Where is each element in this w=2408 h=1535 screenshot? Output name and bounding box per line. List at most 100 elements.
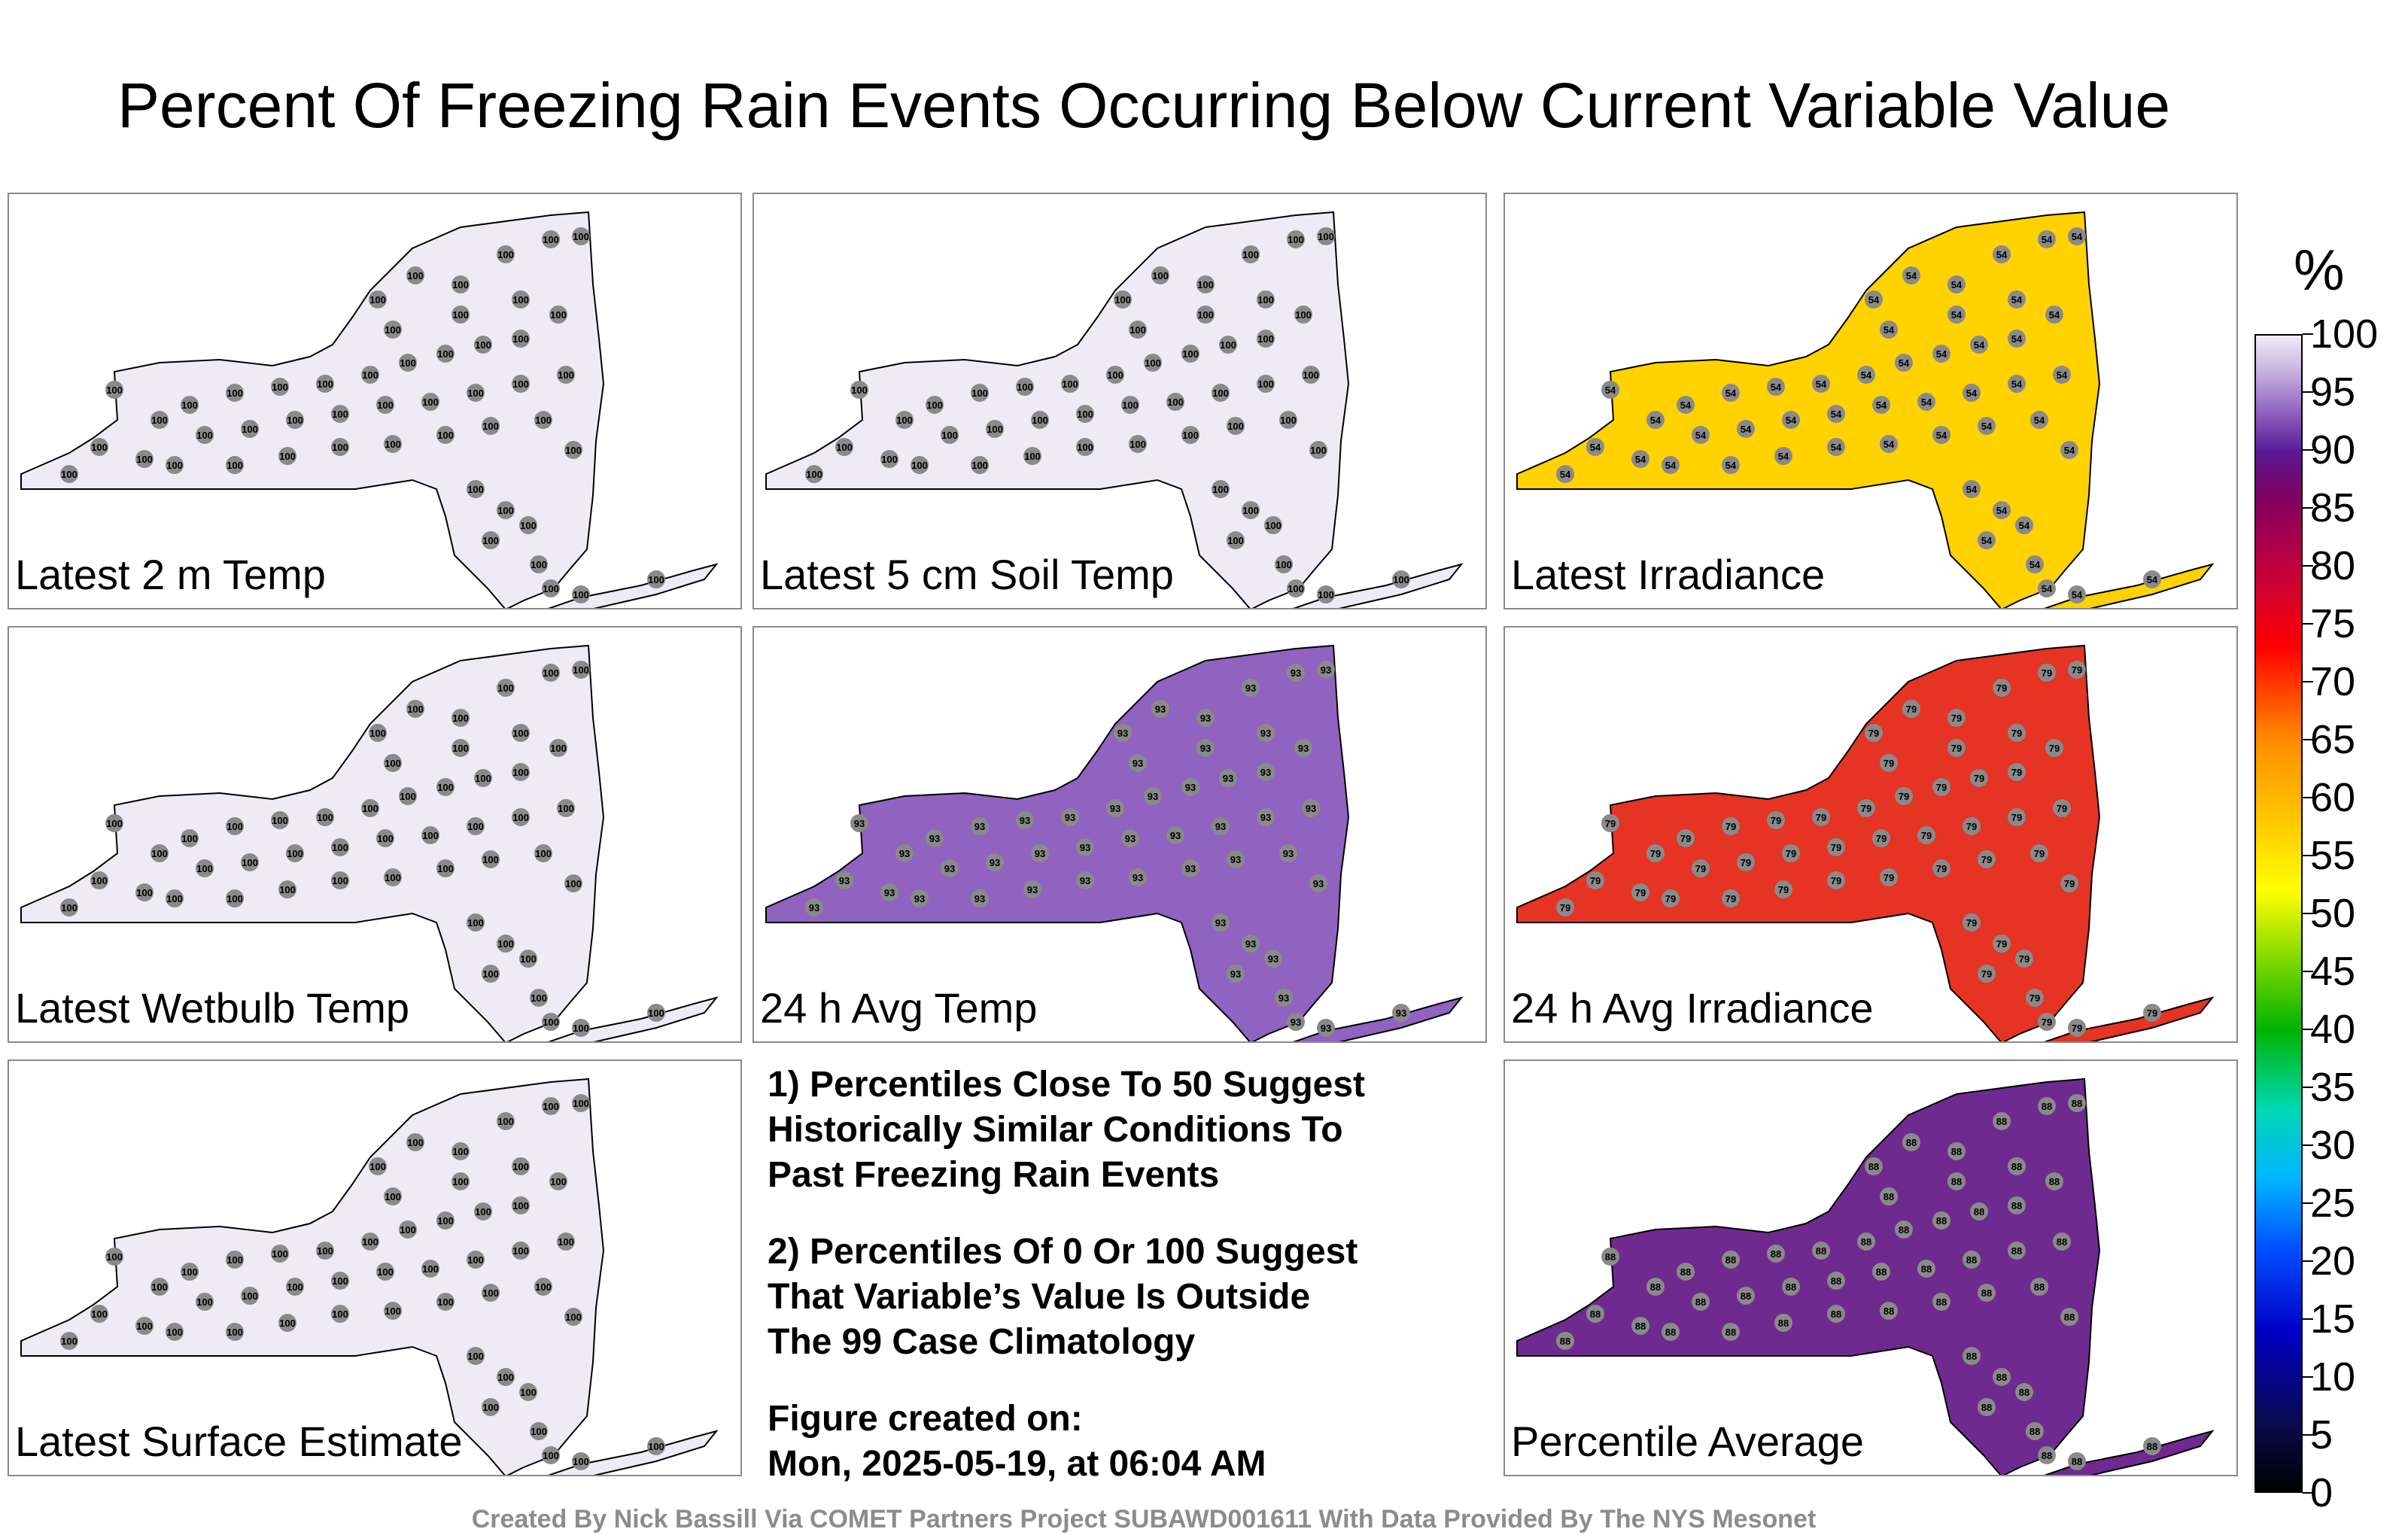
svg-text:93: 93 — [1185, 863, 1196, 874]
station-dot: 93 — [1196, 739, 1215, 757]
svg-text:88: 88 — [1778, 1318, 1789, 1329]
station-dot: 88 — [1917, 1260, 1935, 1278]
station-dot: 100 — [534, 411, 552, 429]
station-dot: 100 — [384, 321, 402, 339]
svg-text:88: 88 — [1861, 1236, 1871, 1248]
svg-text:79: 79 — [1665, 893, 1676, 904]
svg-text:54: 54 — [1884, 324, 1895, 336]
station-dot: 100 — [572, 661, 590, 679]
svg-text:54: 54 — [2019, 520, 2030, 531]
station-dot: 79 — [1601, 814, 1619, 832]
svg-text:88: 88 — [1560, 1336, 1570, 1347]
svg-text:100: 100 — [332, 409, 348, 420]
svg-text:79: 79 — [1861, 803, 1871, 814]
station-dot: 93 — [971, 889, 989, 907]
station-dot: 54 — [2026, 555, 2044, 573]
svg-text:93: 93 — [1170, 830, 1181, 841]
station-dot: 100 — [451, 709, 470, 727]
svg-text:100: 100 — [648, 1441, 664, 1452]
station-dot: 100 — [316, 808, 334, 826]
station-dot: 100 — [331, 1272, 349, 1290]
svg-text:100: 100 — [407, 1137, 424, 1148]
station-dot: 100 — [530, 989, 548, 1007]
station-dot: 79 — [2038, 664, 2056, 682]
svg-text:79: 79 — [2057, 803, 2067, 814]
station-dot: 100 — [241, 420, 259, 438]
station-dot: 88 — [1827, 1305, 1845, 1323]
long-island-shape — [1293, 563, 1464, 608]
svg-text:54: 54 — [2029, 559, 2041, 570]
station-dot: 93 — [1279, 844, 1297, 862]
svg-text:93: 93 — [1306, 803, 1316, 814]
svg-text:79: 79 — [1635, 887, 1646, 898]
station-dot: 54 — [1970, 336, 1988, 354]
svg-text:100: 100 — [467, 1351, 484, 1362]
station-dot: 100 — [166, 1323, 184, 1341]
station-dot: 79 — [2068, 1019, 2086, 1037]
svg-text:93: 93 — [1230, 854, 1241, 865]
station-dot: 100 — [331, 1305, 349, 1323]
svg-text:79: 79 — [1884, 872, 1894, 883]
svg-text:88: 88 — [1868, 1161, 1879, 1172]
svg-text:88: 88 — [2049, 1176, 2060, 1187]
svg-text:100: 100 — [531, 1426, 547, 1437]
svg-text:100: 100 — [475, 773, 491, 784]
station-dot: 100 — [1061, 375, 1079, 393]
svg-text:54: 54 — [2072, 589, 2083, 600]
station-dot: 100 — [557, 366, 575, 384]
station-dot: 100 — [1264, 516, 1282, 534]
svg-text:93: 93 — [1260, 728, 1271, 739]
station-dot: 100 — [512, 763, 530, 781]
svg-text:100: 100 — [543, 583, 559, 594]
station-dot: 100 — [135, 883, 154, 901]
station-dot: 100 — [647, 1004, 665, 1022]
station-dot: 100 — [399, 354, 417, 372]
station-dot: 100 — [451, 305, 470, 324]
svg-text:100: 100 — [1130, 439, 1146, 450]
svg-text:100: 100 — [573, 1098, 589, 1109]
station-dot: 93 — [1031, 844, 1049, 862]
station-dot: 88 — [1556, 1332, 1574, 1350]
colorbar-tick-mark — [2303, 1434, 2313, 1436]
station-dot: 100 — [226, 384, 244, 402]
svg-text:88: 88 — [1981, 1402, 1992, 1413]
svg-text:79: 79 — [2029, 992, 2040, 1004]
station-dot: 79 — [1932, 778, 1950, 796]
svg-text:100: 100 — [422, 830, 439, 841]
station-dot: 54 — [2143, 570, 2161, 588]
svg-text:88: 88 — [2042, 1450, 2052, 1461]
station-dot: 88 — [1857, 1233, 1875, 1251]
station-dot: 100 — [399, 1220, 417, 1239]
station-dot: 100 — [105, 814, 123, 832]
svg-text:93: 93 — [1155, 704, 1166, 715]
svg-text:93: 93 — [1245, 938, 1256, 950]
station-dot: 100 — [436, 778, 455, 796]
svg-text:100: 100 — [242, 857, 258, 868]
station-dot: 88 — [1677, 1263, 1695, 1281]
svg-text:79: 79 — [1906, 704, 1917, 715]
station-dot: 54 — [2068, 585, 2086, 603]
colorbar-tick-label: 45 — [2310, 949, 2356, 994]
station-dot: 93 — [1264, 950, 1282, 968]
station-dot: 100 — [926, 396, 944, 414]
station-dot: 100 — [436, 426, 455, 444]
svg-text:100: 100 — [317, 378, 333, 390]
station-dot: 54 — [1993, 245, 2011, 263]
station-dot: 100 — [421, 393, 439, 411]
svg-text:100: 100 — [106, 1251, 123, 1263]
svg-text:100: 100 — [317, 1245, 333, 1257]
station-dot: 100 — [135, 450, 154, 468]
svg-text:100: 100 — [535, 848, 552, 859]
svg-text:93: 93 — [839, 875, 850, 886]
station-dot: 79 — [1692, 859, 1710, 877]
station-dot: 100 — [572, 227, 590, 245]
station-dot: 88 — [1880, 1187, 1898, 1205]
station-dot: 88 — [2015, 1383, 2033, 1401]
station-dot: 100 — [542, 579, 560, 597]
svg-text:93: 93 — [1200, 743, 1211, 754]
colorbar-tick-label: 75 — [2310, 601, 2356, 646]
svg-text:100: 100 — [437, 430, 454, 441]
station-dot: 93 — [1227, 850, 1245, 868]
svg-text:79: 79 — [2011, 812, 2022, 823]
svg-text:79: 79 — [1868, 728, 1879, 739]
